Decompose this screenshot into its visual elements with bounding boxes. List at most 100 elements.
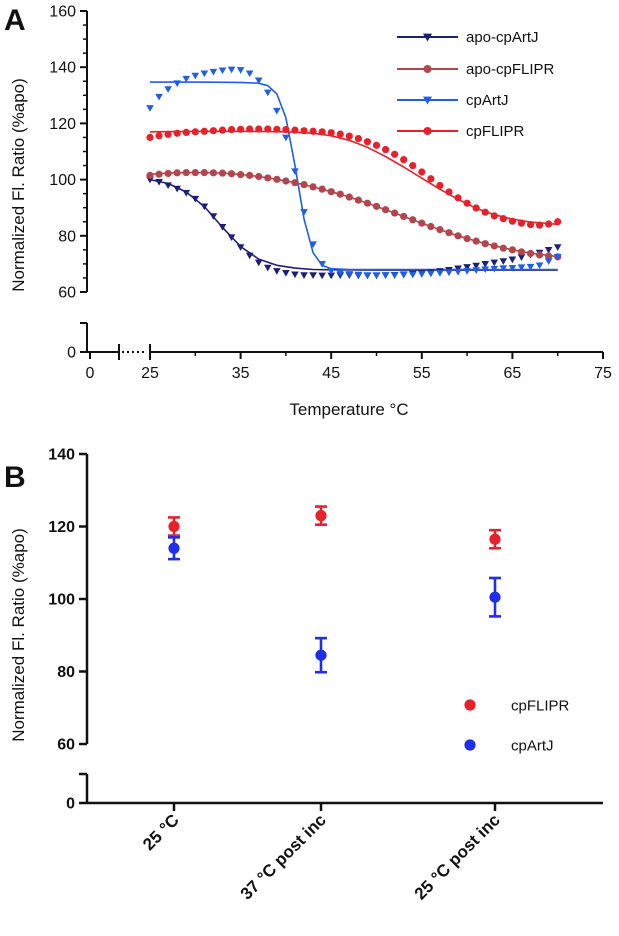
data-point-cpArtJ bbox=[291, 168, 299, 175]
data-point-apo-cpArtJ bbox=[191, 195, 200, 203]
data-point-cpArtJ bbox=[345, 271, 354, 278]
fit-curve-cpFLIPR bbox=[149, 130, 558, 226]
data-point-apo-cpArtJ bbox=[263, 264, 272, 272]
panel-a-x-tick-label: 45 bbox=[322, 365, 340, 382]
data-point-cpFLIPR bbox=[526, 220, 535, 229]
data-point-cpFLIPR bbox=[489, 533, 501, 545]
data-point-apo-cpFLIPR bbox=[300, 181, 308, 189]
data-point-cpFLIPR bbox=[454, 194, 462, 202]
data-point-cpArtJ bbox=[182, 75, 191, 83]
data-point-cpFLIPR bbox=[363, 138, 372, 146]
panel-a-axes: 0 60 80 100 120 140 160 0 25 35 45 55 65 75 bbox=[49, 4, 612, 383]
data-point-cpArtJ bbox=[218, 67, 227, 75]
data-point-cpFLIPR bbox=[381, 145, 390, 154]
data-point-cpFLIPR bbox=[282, 125, 290, 134]
data-point-apo-cpFLIPR bbox=[327, 188, 335, 196]
data-point-cpArtJ bbox=[454, 268, 462, 276]
data-point-cpFLIPR bbox=[318, 128, 326, 136]
panel-b-y-tick-label: 80 bbox=[57, 664, 75, 681]
data-point-cpFLIPR bbox=[155, 132, 163, 140]
data-point-apo-cpArtJ bbox=[273, 268, 281, 275]
data-point-cpFLIPR bbox=[315, 510, 327, 522]
panel-a-x-tick-label: 55 bbox=[413, 365, 431, 382]
data-point-apo-cpFLIPR bbox=[526, 249, 535, 258]
data-point-cpFLIPR bbox=[545, 220, 553, 228]
data-point-cpFLIPR bbox=[300, 127, 308, 135]
data-point-cpFLIPR bbox=[354, 134, 362, 143]
data-point-apo-cpArtJ bbox=[309, 272, 317, 279]
data-point-apo-cpFLIPR bbox=[381, 206, 390, 214]
data-point-cpArtJ bbox=[309, 241, 317, 249]
panel-b-y-tick-label: 0 bbox=[66, 796, 75, 813]
data-point-apo-cpFLIPR bbox=[318, 185, 326, 193]
data-point-apo-cpFLIPR bbox=[400, 212, 408, 221]
data-point-cpArtJ bbox=[427, 270, 435, 278]
data-point-cpFLIPR bbox=[191, 128, 199, 136]
data-point-cpFLIPR bbox=[291, 126, 299, 134]
data-point-cpArtJ bbox=[408, 271, 417, 279]
data-point-cpFLIPR bbox=[146, 133, 154, 142]
data-point-cpArtJ bbox=[273, 107, 281, 115]
data-point-cpFLIPR bbox=[391, 150, 399, 158]
data-point-cpFLIPR bbox=[508, 217, 516, 225]
data-point-cpFLIPR bbox=[418, 168, 426, 176]
data-point-cpArtJ bbox=[399, 272, 408, 279]
data-point-apo-cpArtJ bbox=[544, 247, 553, 254]
data-point-apo-cpArtJ bbox=[155, 178, 163, 186]
data-point-cpFLIPR bbox=[409, 161, 417, 170]
data-point-apo-cpFLIPR bbox=[227, 170, 236, 178]
data-point-apo-cpFLIPR bbox=[436, 226, 444, 234]
data-point-cpArtJ bbox=[227, 66, 236, 74]
data-point-apo-cpArtJ bbox=[200, 203, 209, 211]
panel-a-x-tick-label: 65 bbox=[504, 365, 522, 382]
data-point-cpFLIPR bbox=[218, 126, 227, 134]
data-point-cpArtJ bbox=[526, 263, 535, 271]
data-point-cpArtJ bbox=[436, 270, 444, 277]
data-point-apo-cpFLIPR bbox=[336, 190, 344, 198]
data-point-cpArtJ bbox=[390, 272, 399, 279]
data-point-apo-cpArtJ bbox=[490, 259, 499, 267]
data-point-apo-cpArtJ bbox=[254, 259, 263, 267]
panel-a-y-axis-title: Normalized Fl. Ratio (%apo) bbox=[9, 78, 28, 292]
panel-a-y-tick-label: 60 bbox=[58, 285, 76, 302]
data-point-cpArtJ bbox=[354, 271, 363, 279]
data-point-apo-cpFLIPR bbox=[200, 168, 208, 177]
data-point-apo-cpFLIPR bbox=[391, 209, 399, 217]
panel-b-category-label: 25 °C bbox=[139, 810, 183, 854]
data-point-cpFLIPR bbox=[273, 125, 281, 133]
panel-b-data-points bbox=[168, 505, 501, 674]
panel-a-x-tick-label: 0 bbox=[86, 365, 95, 382]
data-point-apo-cpFLIPR bbox=[535, 251, 544, 259]
data-point-cpArtJ bbox=[318, 261, 326, 268]
data-point-cpFLIPR bbox=[372, 141, 381, 149]
data-point-apo-cpArtJ bbox=[517, 254, 526, 261]
data-point-cpArtJ bbox=[164, 86, 172, 93]
data-point-apo-cpArtJ bbox=[182, 189, 191, 197]
data-point-apo-cpFLIPR bbox=[490, 242, 498, 250]
data-point-apo-cpFLIPR bbox=[345, 193, 353, 201]
data-point-apo-cpFLIPR bbox=[427, 222, 435, 231]
data-point-cpArtJ bbox=[517, 264, 526, 272]
data-point-apo-cpArtJ bbox=[463, 264, 471, 271]
data-point-cpFLIPR bbox=[164, 130, 172, 138]
data-point-cpFLIPR bbox=[472, 204, 480, 212]
data-point-cpArtJ bbox=[263, 89, 272, 97]
data-point-apo-cpArtJ bbox=[472, 262, 480, 270]
data-point-cpFLIPR bbox=[209, 127, 218, 135]
data-point-apo-cpFLIPR bbox=[545, 252, 553, 260]
panel-a-data-points bbox=[146, 66, 562, 280]
panel-b-letter: B bbox=[4, 461, 26, 494]
data-point-apo-cpFLIPR bbox=[508, 246, 516, 254]
data-point-cpArtJ bbox=[363, 272, 372, 279]
data-point-apo-cpFLIPR bbox=[454, 232, 462, 240]
data-point-cpFLIPR bbox=[463, 199, 471, 207]
data-point-apo-cpArtJ bbox=[508, 256, 517, 264]
data-point-apo-cpFLIPR bbox=[463, 235, 471, 243]
data-point-cpArtJ bbox=[499, 265, 508, 272]
panel-a-chart: A 0 60 80 100 120 140 160 0 25 35 45 55 65 75 apo-cpA… bbox=[4, 4, 612, 420]
data-point-apo-cpFLIPR bbox=[155, 170, 163, 178]
legend-marker-apo-cpFLIPR bbox=[423, 65, 432, 73]
legend-label-apo-cpFLIPR: apo-cpFLIPR bbox=[466, 61, 555, 78]
data-point-cpArtJ bbox=[336, 270, 345, 277]
data-point-cpFLIPR bbox=[490, 212, 498, 220]
